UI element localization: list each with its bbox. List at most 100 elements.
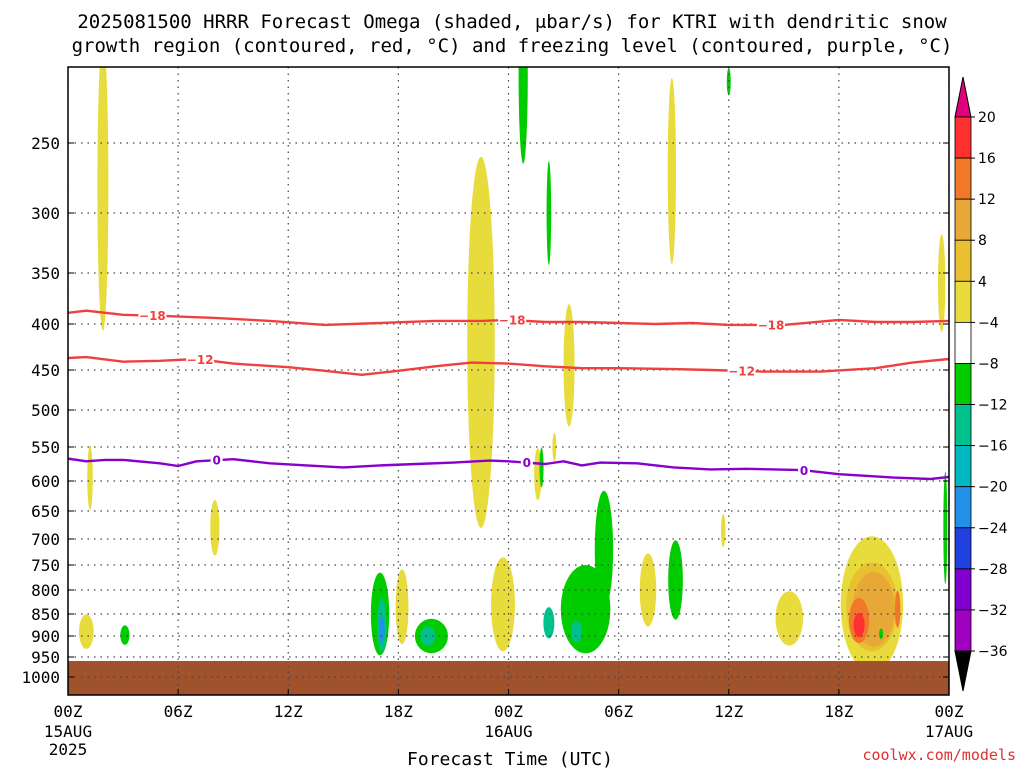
omega-region-13 [518,67,528,164]
contour-label-bg-2-0 [210,453,223,468]
y-tick-label-950: 950 [31,648,60,667]
contour-label-bg-1-0 [186,352,215,367]
colorbar-segment-6 [954,363,972,405]
omega-region-3 [120,625,130,645]
colorbar-top-arrow [954,76,972,118]
omega-region-1 [87,445,93,510]
contour-label-1-0: −12 [187,353,214,367]
colorbar-label-8: −16 [978,439,1008,455]
y-tick-label-700: 700 [31,530,60,549]
omega-region-20 [594,490,614,609]
omega-region-26 [667,78,676,264]
omega-region-34 [894,590,901,628]
colorbar-segment-10 [954,527,972,570]
x-tick-label-30: 06Z [604,702,633,721]
y-tick-label-450: 450 [31,361,60,380]
y-tick-label-800: 800 [31,581,60,600]
colorbar-segment-7 [954,404,972,447]
colorbar-segment-4 [954,280,972,323]
colorbar-label-1: 16 [978,151,996,167]
contour-label-0-1: −18 [499,314,526,328]
omega-region-8 [379,616,385,643]
contour-label-0-0: −18 [139,309,166,323]
colorbar-segment-9 [954,486,972,529]
contour-label-1-1: −12 [728,364,755,378]
y-tick-label-650: 650 [31,502,60,521]
x-tick-date-0: 15AUG [44,722,92,741]
colorbar-label-9: −20 [978,480,1008,496]
x-tick-date-48: 17AUG [925,722,973,741]
colorbar-segment-2 [954,198,972,241]
colorbar-label-3: 8 [978,233,987,249]
contour-label-bg-1-1 [727,363,756,378]
omega-region-35 [879,628,884,640]
omega-region-33 [853,612,865,638]
omega-region-17 [552,432,557,462]
omega-region-28 [775,591,804,646]
y-axis-ticks: 250 300 350 400 450 500 550 600 650 700 750 800 850 9… [21,134,949,687]
contour-label-2-0: 0 [212,454,220,468]
colorbar-label-10: −24 [978,521,1008,537]
y-tick-label-250: 250 [31,134,60,153]
chart-title-line2: growth region (contoured, red, °C) and f… [72,35,953,57]
x-tick-label-48: 00Z [935,702,964,721]
colorbar-segment-12 [954,609,972,652]
y-tick-label-350: 350 [31,264,60,283]
omega-region-18 [563,304,575,427]
contour-label-2-2: 0 [800,464,808,478]
colorbar-label-5: −4 [978,315,999,331]
x-tick-label-36: 12Z [714,702,743,721]
y-tick-label-750: 750 [31,556,60,575]
colorbar-label-6: −8 [978,356,999,372]
chart-title-line1: 2025081500 HRRR Forecast Omega (shaded, … [77,11,947,33]
omega-region-25 [720,514,726,548]
grid-lines [68,67,949,695]
contour-label-bg-0-0 [138,308,167,323]
y-tick-label-850: 850 [31,605,60,624]
x-tick-label-12: 12Z [274,702,303,721]
contour-line-1 [68,355,949,376]
omega-shading [79,67,948,673]
colorbar-label-11: −28 [978,562,1008,578]
contour-label-bg-0-1 [498,313,527,328]
colorbar-bottom-arrow [954,650,972,692]
omega-region-24 [668,540,683,620]
x-tick-label-6: 06Z [164,702,193,721]
omega-region-21 [543,607,555,639]
y-tick-label-600: 600 [31,472,60,491]
omega-region-11 [467,156,495,528]
colorbar-label-12: −32 [978,603,1008,619]
omega-region-10 [420,626,436,646]
credit-text: coolwx.com/models [862,746,1016,764]
contours: −18 −18 −18 −12 −12 0 0 0 [68,308,949,481]
contour-label-bg-2-1 [520,455,533,470]
colorbar-label-4: 4 [978,274,987,290]
colorbar-segment-0 [954,116,972,159]
colorbar: 20 16 12 8 4 −4 −8 −12 −16 −20 −24 −28 −32 −36 [954,76,1008,692]
contour-label-0-2: −18 [758,318,785,332]
x-tick-date-24: 16AUG [484,722,532,741]
x-tick-label-18: 18Z [384,702,413,721]
contour-line-2 [68,457,949,481]
omega-region-36 [937,234,946,332]
contour-label-2-1: 0 [523,456,531,470]
x-tick-label-0: 00Z [54,702,83,721]
contour-label-bg-2-2 [798,463,811,478]
y-tick-label-300: 300 [31,204,60,223]
omega-region-14 [546,161,552,265]
colorbar-label-0: 20 [978,110,996,126]
omega-region-12 [491,557,515,652]
colorbar-label-2: 12 [978,192,996,208]
contour-line-0 [68,309,949,327]
y-tick-label-400: 400 [31,315,60,334]
y-tick-label-550: 550 [31,438,60,457]
x-tick-year-0: 2025 [49,740,88,759]
x-axis-label: Forecast Time (UTC) [407,749,613,768]
colorbar-label-13: −36 [978,644,1008,660]
omega-region-37 [943,471,948,585]
x-tick-label-24: 00Z [494,702,523,721]
y-tick-label-900: 900 [31,627,60,646]
colorbar-segment-11 [954,568,972,611]
